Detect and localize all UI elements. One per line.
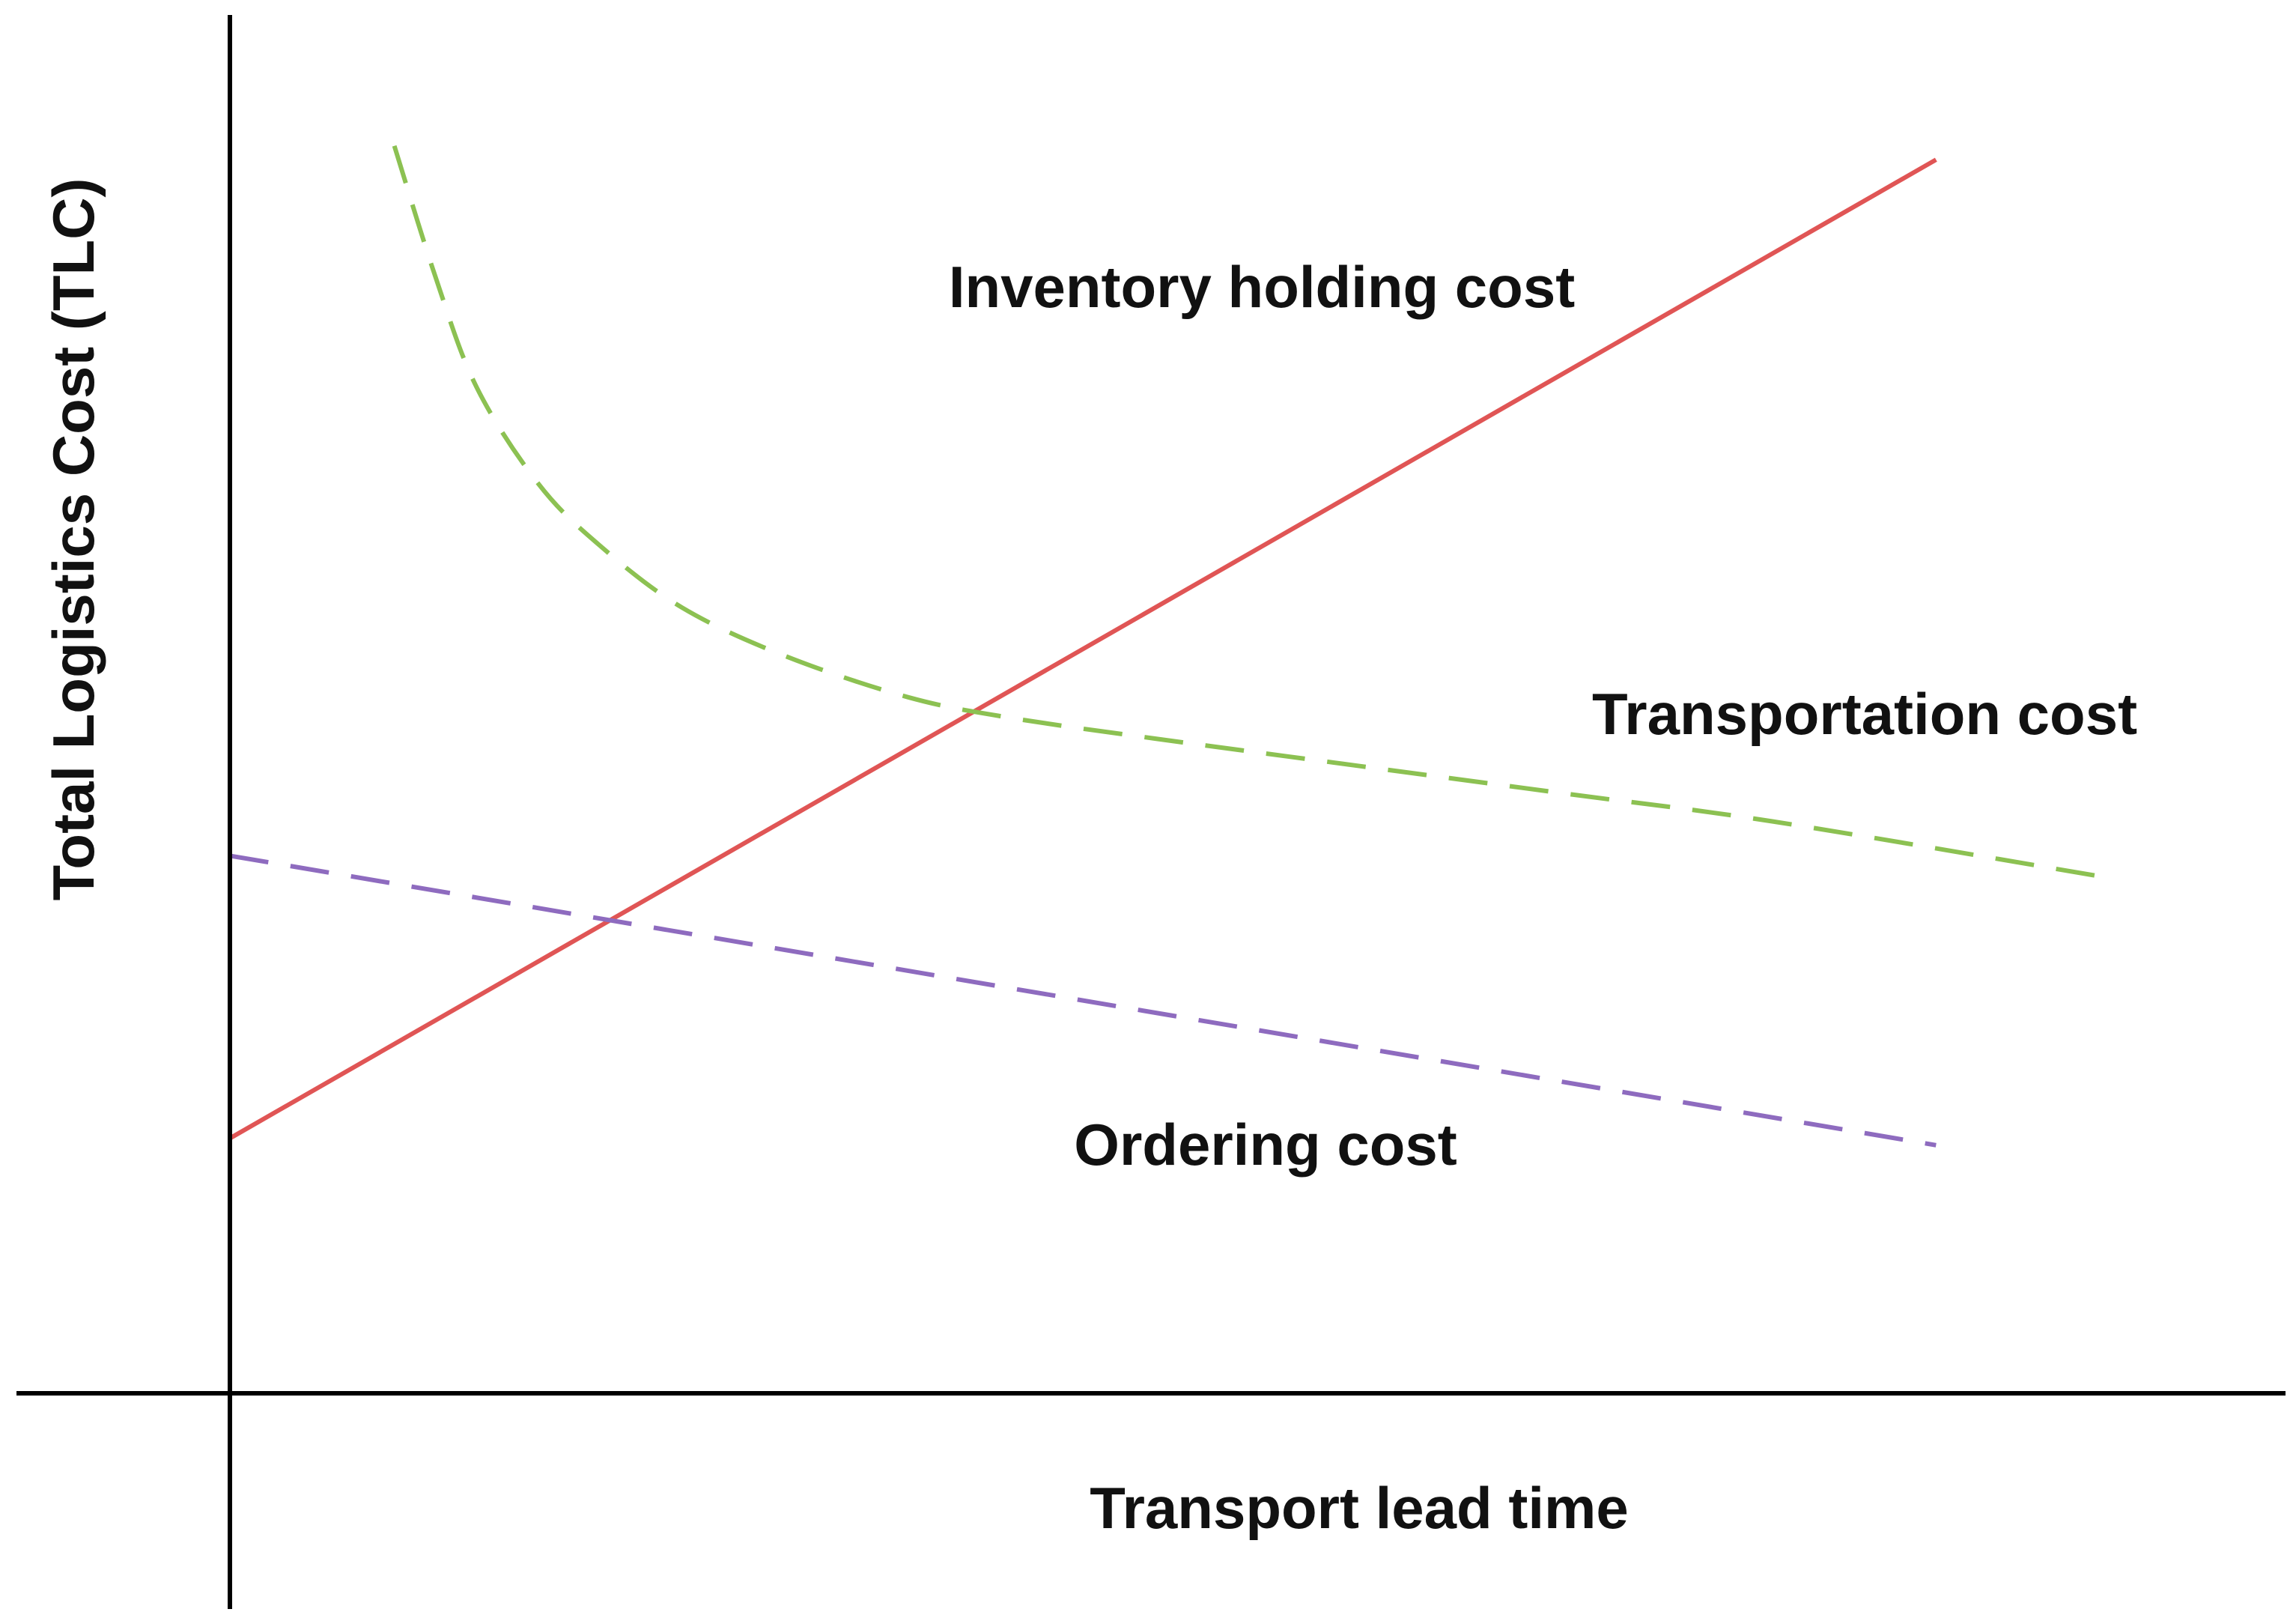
series-line-ordering-cost <box>229 853 1937 1148</box>
x-axis-label: Transport lead time <box>1090 1475 1629 1541</box>
y-axis-label: Total Logistics Cost (TLC) <box>40 178 106 901</box>
series-label-ordering: Ordering cost <box>1074 1112 1457 1178</box>
series-label-transportation: Transportation cost <box>1592 681 2137 747</box>
series-line-inventory-holding-cost <box>228 157 1937 1141</box>
series-layer <box>228 145 2101 1148</box>
series-label-inventory: Inventory holding cost <box>949 254 1575 320</box>
series-line-transportation-cost <box>392 145 2101 879</box>
